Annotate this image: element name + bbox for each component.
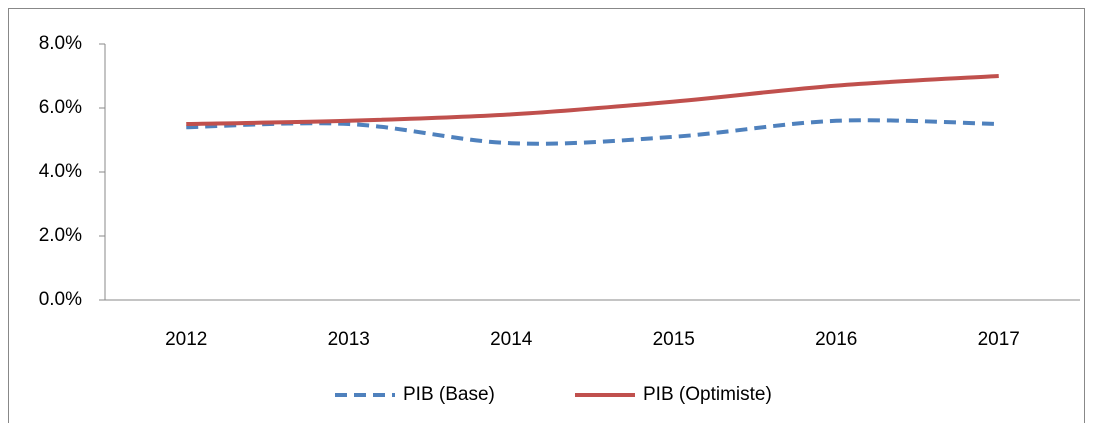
y-tick-label: 6.0%: [39, 97, 82, 118]
series-line: [186, 118, 999, 146]
x-tick-label: 2017: [978, 329, 1020, 350]
y-tick-label: 2.0%: [39, 225, 82, 246]
x-tick-label: 2013: [328, 329, 370, 350]
y-tick-label: 0.0%: [39, 289, 82, 310]
legend-label: PIB (Base): [403, 384, 495, 405]
y-tick-label: 8.0%: [39, 33, 82, 54]
x-tick-label: 2012: [165, 329, 207, 350]
x-tick-label: 2014: [490, 329, 533, 350]
legend-label: PIB (Optimiste): [643, 384, 772, 405]
y-tick-label: 4.0%: [39, 161, 82, 182]
chart-frame: [8, 8, 1085, 423]
x-tick-label: 2015: [653, 329, 695, 350]
series-line: [186, 74, 999, 126]
x-tick-label: 2016: [815, 329, 857, 350]
